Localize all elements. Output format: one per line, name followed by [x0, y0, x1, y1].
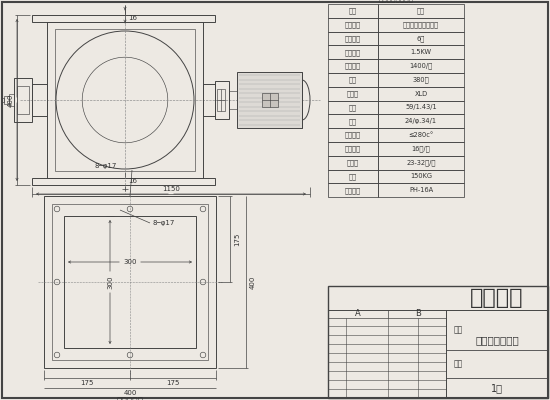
Text: 适用上界技术参数: 适用上界技术参数 [378, 0, 414, 2]
Bar [378, 18, 464, 32]
Bar [64, 216, 196, 348]
Bar [217, 89, 225, 111]
Bar [328, 45, 378, 59]
Bar [328, 59, 378, 73]
Bar [44, 196, 216, 368]
Bar [55, 29, 195, 171]
Text: 23-32升/转: 23-32升/转 [406, 159, 436, 166]
Bar [378, 128, 464, 142]
Text: 6片: 6片 [417, 35, 425, 42]
Text: 进出物料口: 进出物料口 [117, 398, 144, 400]
Bar [237, 72, 302, 128]
Text: 400: 400 [8, 93, 14, 107]
Text: 速比: 速比 [349, 104, 357, 111]
Text: 24/φ.34/1: 24/φ.34/1 [405, 118, 437, 124]
Bar [328, 4, 378, 18]
Text: 数据: 数据 [417, 8, 425, 14]
Text: 叶轮容积: 叶轮容积 [345, 146, 361, 152]
Text: 300: 300 [123, 259, 137, 265]
Text: 叶轮数量: 叶轮数量 [345, 35, 361, 42]
Text: 名称: 名称 [454, 326, 463, 334]
Bar [328, 18, 378, 32]
Bar [378, 100, 464, 114]
Text: 8─φ17: 8─φ17 [153, 220, 175, 226]
Bar [32, 84, 47, 116]
Bar [229, 91, 237, 109]
Text: A: A [355, 310, 361, 318]
Bar [1, 98, 4, 102]
Text: 工作温度: 工作温度 [345, 132, 361, 138]
Text: 转速: 转速 [349, 118, 357, 125]
Bar [378, 87, 464, 101]
Text: 1台: 1台 [491, 383, 503, 393]
Bar [328, 286, 548, 398]
Text: 1.5KW: 1.5KW [410, 49, 432, 55]
Bar [328, 156, 378, 170]
Text: 59/1.43/1: 59/1.43/1 [405, 104, 437, 110]
Bar [328, 114, 378, 128]
Bar [14, 78, 32, 122]
Text: 卸料量: 卸料量 [347, 159, 359, 166]
Text: 项目: 项目 [349, 8, 357, 14]
Text: 碳钢、铸铁、不锈钢: 碳钢、铸铁、不锈钢 [403, 21, 439, 28]
Text: 备注: 备注 [454, 360, 463, 368]
Text: 16升/转: 16升/转 [412, 146, 430, 152]
Bar [328, 100, 378, 114]
Text: B: B [415, 310, 421, 318]
Bar [261, 93, 278, 107]
Text: 电机功率: 电机功率 [345, 49, 361, 56]
Text: 沧州普惠: 沧州普惠 [470, 288, 524, 308]
Bar [378, 142, 464, 156]
Bar [378, 45, 464, 59]
Bar [378, 73, 464, 87]
Bar [32, 15, 215, 22]
Bar [203, 84, 215, 116]
Text: 电机转速: 电机转速 [345, 63, 361, 70]
Text: 重量: 重量 [349, 173, 357, 180]
Text: 175: 175 [166, 380, 180, 386]
Bar [378, 32, 464, 45]
Bar [378, 183, 464, 197]
Text: 400: 400 [123, 390, 137, 396]
Bar [215, 81, 229, 119]
Bar [328, 128, 378, 142]
Text: 150KG: 150KG [410, 174, 432, 180]
Bar [378, 4, 464, 18]
Text: 380伏: 380伏 [412, 76, 430, 83]
Text: 刚性叶轮给料机: 刚性叶轮给料机 [475, 335, 519, 345]
Bar [378, 59, 464, 73]
Text: 8─φ17: 8─φ17 [95, 163, 117, 169]
Text: 标准型号: 标准型号 [345, 187, 361, 194]
Text: 1400/分: 1400/分 [409, 63, 432, 70]
Bar [378, 156, 464, 170]
Text: 16: 16 [129, 15, 138, 21]
Text: PH-16A: PH-16A [409, 187, 433, 193]
Text: 电压: 电压 [349, 76, 357, 83]
Bar [328, 32, 378, 45]
Text: 1150: 1150 [162, 186, 180, 192]
Text: 减速机: 减速机 [347, 90, 359, 97]
Bar [328, 87, 378, 101]
Bar [4, 96, 9, 104]
Text: 壳体材质: 壳体材质 [345, 21, 361, 28]
Text: XLD: XLD [415, 91, 427, 97]
Text: 400: 400 [250, 275, 256, 289]
Bar [328, 170, 378, 183]
Text: 175: 175 [234, 232, 240, 246]
Bar [378, 170, 464, 183]
Bar [47, 22, 203, 178]
Bar [52, 204, 208, 360]
Bar [378, 114, 464, 128]
Text: ≤280c°: ≤280c° [408, 132, 433, 138]
Text: 16: 16 [129, 178, 138, 184]
Bar [328, 73, 378, 87]
Text: 300: 300 [107, 275, 113, 289]
Bar [17, 86, 29, 114]
Bar [328, 142, 378, 156]
Bar [328, 183, 378, 197]
Text: 175: 175 [80, 380, 94, 386]
Bar [32, 178, 215, 185]
